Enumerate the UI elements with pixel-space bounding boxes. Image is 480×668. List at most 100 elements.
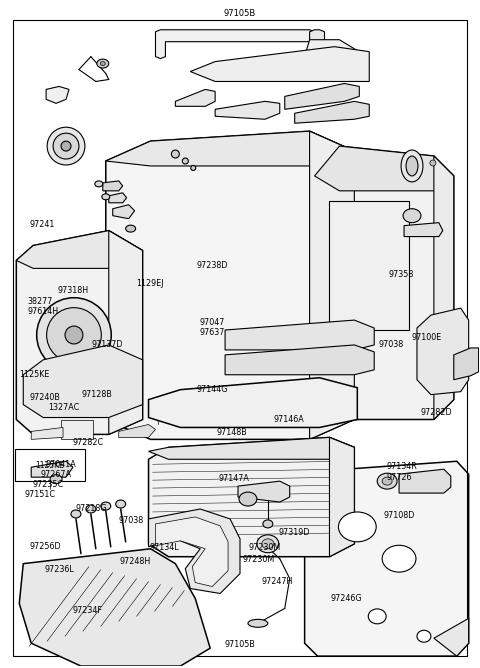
- Text: 97230M: 97230M: [242, 555, 275, 564]
- Text: 97148B: 97148B: [216, 428, 247, 437]
- Polygon shape: [454, 348, 479, 379]
- Polygon shape: [148, 509, 240, 593]
- Ellipse shape: [97, 59, 109, 68]
- Polygon shape: [434, 156, 454, 420]
- Text: 97041A: 97041A: [46, 460, 76, 470]
- Polygon shape: [23, 345, 143, 418]
- Ellipse shape: [86, 505, 96, 513]
- Ellipse shape: [377, 473, 397, 489]
- Polygon shape: [305, 39, 367, 71]
- Polygon shape: [417, 308, 468, 395]
- Ellipse shape: [126, 225, 136, 232]
- Polygon shape: [106, 131, 354, 166]
- Ellipse shape: [95, 181, 103, 187]
- Polygon shape: [19, 548, 210, 666]
- Polygon shape: [113, 205, 134, 218]
- Text: 97234F: 97234F: [72, 606, 102, 615]
- Ellipse shape: [71, 510, 81, 518]
- Polygon shape: [310, 30, 324, 61]
- Text: 1129EJ: 1129EJ: [136, 279, 164, 288]
- Text: 1327AC: 1327AC: [48, 403, 79, 411]
- Polygon shape: [16, 230, 143, 434]
- Polygon shape: [434, 619, 468, 656]
- Polygon shape: [329, 438, 354, 556]
- Text: 97319D: 97319D: [278, 528, 310, 537]
- Text: 97282C: 97282C: [72, 438, 103, 448]
- Text: 97238D: 97238D: [196, 261, 228, 270]
- Text: 97151C: 97151C: [24, 490, 55, 499]
- Text: 1125KE: 1125KE: [20, 370, 50, 379]
- Text: 97318H: 97318H: [58, 287, 89, 295]
- Polygon shape: [46, 86, 69, 104]
- Polygon shape: [295, 102, 369, 123]
- Text: 97358: 97358: [389, 270, 414, 279]
- Text: 97218G: 97218G: [75, 504, 107, 512]
- Ellipse shape: [171, 150, 180, 158]
- Text: 97147A: 97147A: [218, 474, 250, 483]
- Text: 97247H: 97247H: [262, 577, 293, 587]
- Text: 97267A: 97267A: [41, 470, 72, 480]
- Ellipse shape: [61, 141, 71, 151]
- Ellipse shape: [50, 475, 62, 484]
- Text: 97038: 97038: [378, 340, 404, 349]
- Ellipse shape: [417, 631, 431, 642]
- Polygon shape: [31, 462, 73, 477]
- Text: 97108D: 97108D: [383, 511, 415, 520]
- Text: 97105B: 97105B: [224, 9, 256, 18]
- Polygon shape: [156, 30, 314, 59]
- Ellipse shape: [101, 502, 111, 510]
- Ellipse shape: [406, 156, 418, 176]
- Polygon shape: [225, 320, 374, 350]
- Text: 97235C: 97235C: [33, 480, 63, 489]
- Ellipse shape: [257, 535, 279, 552]
- Polygon shape: [175, 90, 215, 106]
- Ellipse shape: [262, 539, 274, 548]
- Polygon shape: [156, 517, 228, 587]
- Polygon shape: [314, 146, 454, 420]
- Ellipse shape: [382, 477, 392, 485]
- Text: 97100E: 97100E: [412, 333, 442, 343]
- Text: 97128B: 97128B: [82, 390, 112, 399]
- Text: 97241: 97241: [29, 220, 54, 229]
- Ellipse shape: [401, 150, 423, 182]
- Ellipse shape: [36, 298, 111, 372]
- Text: 97282D: 97282D: [420, 408, 452, 417]
- Ellipse shape: [53, 133, 79, 159]
- Polygon shape: [148, 438, 354, 460]
- Ellipse shape: [263, 520, 273, 528]
- Text: 97144G: 97144G: [196, 385, 228, 393]
- Text: 97637: 97637: [199, 327, 225, 337]
- Ellipse shape: [116, 500, 126, 508]
- Polygon shape: [404, 222, 443, 236]
- Text: 97256D: 97256D: [29, 542, 60, 551]
- Ellipse shape: [248, 619, 268, 627]
- Text: 97246G: 97246G: [331, 594, 362, 603]
- Polygon shape: [106, 131, 354, 440]
- Text: 97726: 97726: [387, 473, 412, 482]
- Polygon shape: [310, 131, 354, 440]
- Polygon shape: [148, 438, 354, 556]
- Polygon shape: [285, 84, 360, 110]
- Ellipse shape: [47, 127, 85, 165]
- Polygon shape: [109, 193, 127, 203]
- Ellipse shape: [368, 609, 386, 624]
- Text: 97240B: 97240B: [29, 393, 60, 402]
- Ellipse shape: [182, 158, 188, 164]
- Text: 97614H: 97614H: [28, 307, 59, 316]
- Polygon shape: [190, 47, 369, 81]
- Polygon shape: [225, 345, 374, 375]
- Ellipse shape: [102, 194, 110, 200]
- Ellipse shape: [100, 61, 105, 65]
- Text: 1125KE: 1125KE: [36, 461, 64, 470]
- Text: 97248H: 97248H: [120, 557, 151, 566]
- Ellipse shape: [65, 326, 83, 344]
- Text: 97236L: 97236L: [44, 565, 74, 574]
- Ellipse shape: [191, 166, 196, 170]
- Text: 97146A: 97146A: [274, 415, 304, 424]
- Text: 97230M: 97230M: [249, 543, 281, 552]
- Bar: [61, 420, 93, 440]
- Polygon shape: [314, 146, 454, 191]
- Ellipse shape: [47, 308, 101, 362]
- Ellipse shape: [239, 492, 257, 506]
- Polygon shape: [238, 481, 290, 502]
